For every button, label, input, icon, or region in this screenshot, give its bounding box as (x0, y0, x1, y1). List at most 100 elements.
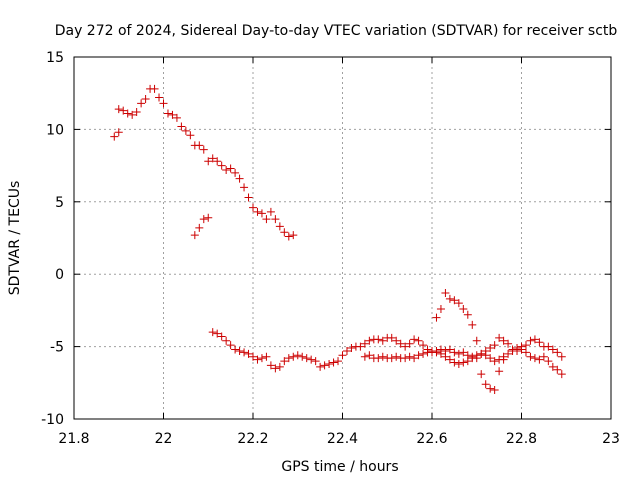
data-point-plus (535, 338, 544, 347)
y-tick-label: 10 (46, 122, 64, 138)
data-point-plus (401, 354, 410, 363)
data-point-plus (275, 362, 284, 371)
data-point-plus (526, 352, 535, 361)
data-point-plus (513, 344, 522, 353)
data-point-plus (240, 183, 249, 192)
data-point-plus (356, 342, 365, 351)
data-point-plus (468, 354, 477, 363)
data-point-plus (450, 296, 459, 305)
data-point-plus (495, 333, 504, 342)
data-point-plus (253, 355, 262, 364)
data-point-plus (186, 131, 195, 140)
data-point-plus (253, 207, 262, 216)
data-points (110, 84, 566, 395)
data-point-plus (226, 341, 235, 350)
data-point-plus (450, 358, 459, 367)
data-point-plus (181, 126, 190, 135)
data-point-plus (235, 174, 244, 183)
data-point-plus (504, 339, 513, 348)
data-point-plus (481, 351, 490, 360)
data-point-plus (553, 348, 562, 357)
data-point-plus (419, 341, 428, 350)
data-point-plus (311, 357, 320, 366)
data-point-plus (244, 193, 253, 202)
data-point-plus (338, 351, 347, 360)
data-point-plus (213, 329, 222, 338)
data-point-plus (405, 352, 414, 361)
x-tick-labels: 21.8 22 22.2 22.4 22.6 22.8 23 (58, 431, 620, 447)
data-point-plus (199, 215, 208, 224)
data-point-plus (450, 348, 459, 357)
data-point-plus (163, 109, 172, 118)
data-point-plus (521, 348, 530, 357)
data-point-plus (378, 336, 387, 345)
data-point-plus (334, 357, 343, 366)
data-point-plus (262, 352, 271, 361)
data-point-plus (486, 384, 495, 393)
chart-title: Day 272 of 2024, Sidereal Day-to-day VTE… (55, 23, 618, 39)
data-point-plus (445, 345, 454, 354)
data-point-plus (217, 332, 226, 341)
y-tick-label: 5 (55, 195, 64, 211)
data-point-plus (544, 342, 553, 351)
data-point-plus (190, 231, 199, 240)
data-point-plus (199, 145, 208, 154)
data-point-plus (477, 370, 486, 379)
data-point-plus (284, 232, 293, 241)
data-point-plus (307, 355, 316, 364)
data-point-plus (177, 122, 186, 131)
data-point-plus (526, 336, 535, 345)
data-point-plus (454, 299, 463, 308)
x-tick-label: 23 (602, 431, 620, 447)
data-point-plus (240, 348, 249, 357)
data-point-plus (445, 294, 454, 303)
data-point-plus (472, 336, 481, 345)
data-point-plus (204, 213, 213, 222)
data-point-plus (428, 346, 436, 355)
data-point-plus (490, 386, 499, 395)
data-point-plus (155, 93, 164, 102)
data-point-plus (504, 349, 513, 358)
data-point-plus (548, 345, 557, 354)
data-point-plus (392, 352, 401, 361)
data-point-plus (222, 165, 231, 174)
data-point-plus (280, 357, 289, 366)
data-point-plus (316, 362, 325, 371)
data-point-plus (414, 351, 423, 360)
data-point-plus (401, 342, 410, 351)
data-point-plus (557, 370, 566, 379)
data-point-plus (114, 128, 123, 137)
data-point-plus (378, 352, 387, 361)
data-point-plus (262, 215, 271, 224)
data-point-plus (410, 354, 419, 363)
x-tick-label: 22 (155, 431, 173, 447)
data-point-plus (298, 352, 307, 361)
x-tick-label: 22.2 (237, 431, 268, 447)
data-point-plus (217, 161, 226, 170)
data-point-plus (486, 354, 495, 363)
data-point-plus (490, 341, 499, 350)
data-point-plus (365, 351, 374, 360)
data-point-plus (459, 358, 468, 367)
data-point-plus (374, 354, 383, 363)
data-point-plus (222, 336, 231, 345)
data-point-plus (137, 99, 146, 108)
data-point-plus (535, 355, 544, 364)
data-point-plus (329, 358, 338, 367)
data-point-plus (472, 351, 481, 360)
data-point-plus (436, 349, 445, 358)
data-point-plus (231, 168, 240, 177)
data-point-plus (499, 355, 508, 364)
data-point-plus (284, 354, 293, 363)
x-tick-label: 21.8 (58, 431, 89, 447)
data-point-plus (360, 352, 369, 361)
data-point-plus (423, 348, 432, 357)
data-point-plus (459, 304, 468, 313)
data-point-plus (257, 354, 266, 363)
data-point-plus (150, 84, 159, 93)
data-point-plus (128, 110, 137, 119)
data-point-plus (405, 339, 414, 348)
data-point-plus (387, 354, 396, 363)
data-point-plus (463, 310, 472, 319)
data-point-plus (275, 222, 284, 231)
